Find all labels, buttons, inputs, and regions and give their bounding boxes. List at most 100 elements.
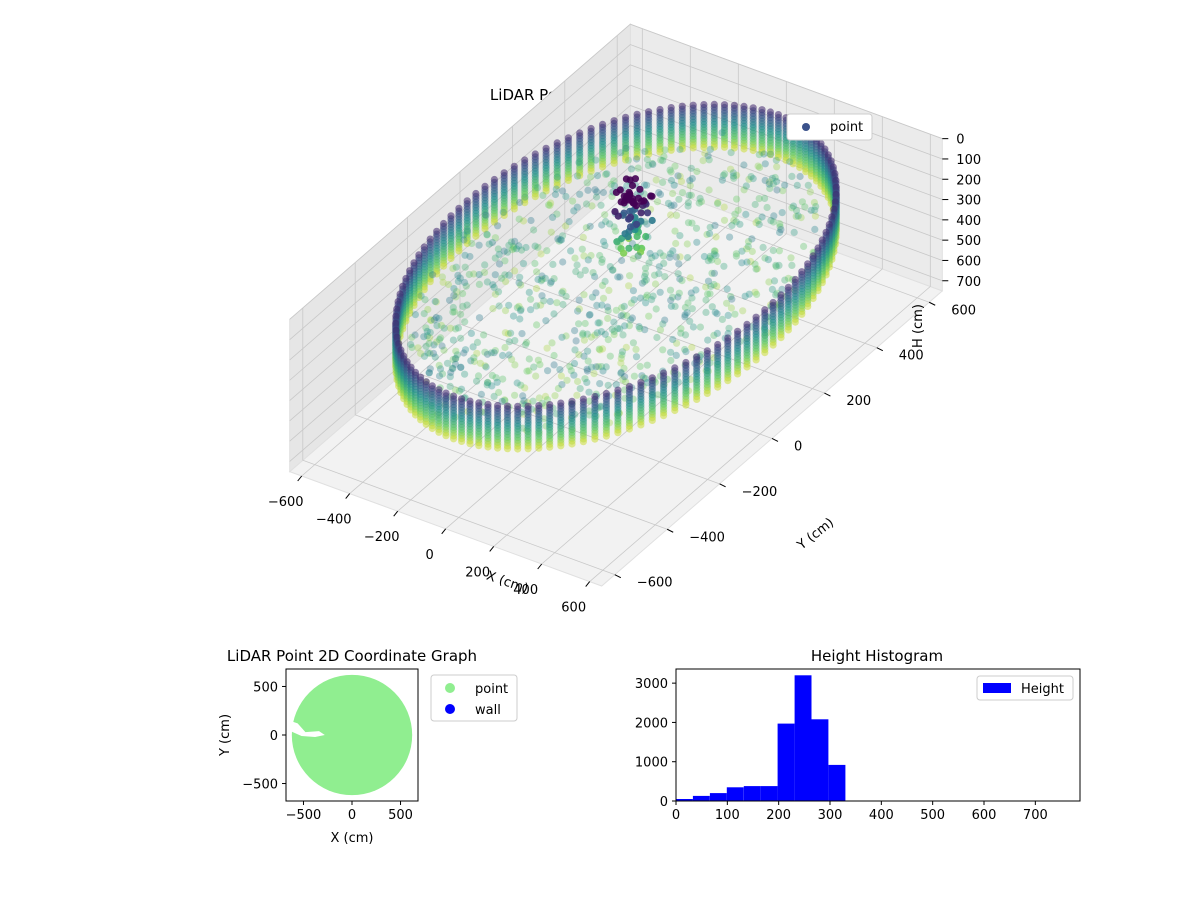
chart-2d-plot <box>285 668 419 802</box>
data-point <box>648 159 656 168</box>
data-point <box>669 247 677 255</box>
histogram-legend: Height <box>976 675 1074 701</box>
data-point <box>742 182 750 190</box>
data-point <box>436 365 445 373</box>
data-point <box>788 261 796 269</box>
data-point <box>686 274 694 282</box>
data-point <box>482 363 490 371</box>
data-point <box>567 247 575 255</box>
data-point <box>461 370 469 378</box>
data-point <box>593 301 601 309</box>
data-point <box>689 144 697 152</box>
data-point <box>632 220 641 228</box>
data-point <box>530 363 538 371</box>
y-tick-label: 0 <box>660 795 668 810</box>
data-point <box>644 161 653 169</box>
data-point <box>751 200 759 209</box>
data-point <box>587 333 595 341</box>
data-point <box>617 354 625 362</box>
data-point <box>621 373 629 381</box>
data-point <box>581 375 589 383</box>
data-point <box>687 164 695 172</box>
data-point <box>667 356 675 365</box>
data-point <box>623 312 631 320</box>
data-point <box>501 343 509 352</box>
data-point <box>687 289 695 297</box>
data-point <box>463 301 471 309</box>
data-point <box>422 420 430 428</box>
data-point <box>688 294 696 302</box>
data-point <box>511 361 519 369</box>
data-point <box>592 363 600 371</box>
data-point <box>666 166 674 174</box>
data-point <box>669 189 677 198</box>
data-point <box>625 244 633 252</box>
data-point <box>618 304 626 312</box>
data-point <box>618 351 626 359</box>
data-point <box>508 355 516 363</box>
data-point <box>461 278 469 287</box>
x-tick-label: −400 <box>316 513 352 528</box>
data-point <box>602 217 610 226</box>
data-point <box>518 330 526 338</box>
height-histogram: Height Histogram 0 100 200 300 400 500 600 7000… <box>635 647 1081 823</box>
data-point <box>796 163 804 172</box>
data-point <box>637 421 645 429</box>
data-point <box>437 334 445 342</box>
x-tick-label: 100 <box>715 808 740 823</box>
data-point <box>683 309 691 317</box>
data-point <box>770 277 779 285</box>
data-point <box>428 424 436 433</box>
data-point <box>523 338 531 347</box>
data-point <box>574 307 582 315</box>
data-point <box>712 233 720 241</box>
data-point <box>798 310 806 318</box>
data-point <box>408 343 416 352</box>
data-point <box>667 202 675 210</box>
data-point <box>450 435 458 443</box>
data-point <box>791 318 799 326</box>
chart-2d-ylabel: Y (cm) <box>218 714 233 757</box>
data-point <box>677 177 686 185</box>
data-point <box>670 181 678 189</box>
data-point <box>571 346 579 354</box>
data-point <box>584 347 592 355</box>
data-point <box>537 277 545 285</box>
data-point <box>432 298 440 306</box>
axes-frame <box>675 668 1081 802</box>
data-point <box>559 300 567 309</box>
data-point <box>776 220 784 228</box>
data-point <box>518 246 526 254</box>
y-tick-label: −200 <box>742 485 778 500</box>
data-point <box>495 302 503 310</box>
data-point <box>713 282 721 290</box>
data-point <box>593 172 602 180</box>
data-point <box>475 280 483 288</box>
data-point <box>614 429 622 437</box>
data-point <box>675 289 683 297</box>
data-point <box>536 361 544 369</box>
y-tick-label: 3000 <box>635 677 668 692</box>
data-point <box>509 242 517 250</box>
data-point <box>642 232 650 241</box>
data-point <box>565 218 573 226</box>
data-point <box>481 261 489 269</box>
data-point <box>613 238 621 246</box>
data-point <box>545 201 553 209</box>
data-point <box>784 274 793 282</box>
data-point <box>521 199 529 207</box>
data-point <box>788 172 796 180</box>
data-point <box>643 155 651 164</box>
data-point <box>732 252 741 260</box>
data-point <box>706 254 714 262</box>
data-point <box>572 268 580 276</box>
data-point <box>704 290 712 298</box>
data-point <box>587 173 595 181</box>
data-point <box>617 369 625 377</box>
data-point <box>669 335 677 344</box>
data-point <box>661 273 669 281</box>
histogram-title: Height Histogram <box>811 647 943 665</box>
grid-line-y <box>302 308 615 576</box>
data-point <box>765 180 773 188</box>
data-point <box>659 178 667 186</box>
